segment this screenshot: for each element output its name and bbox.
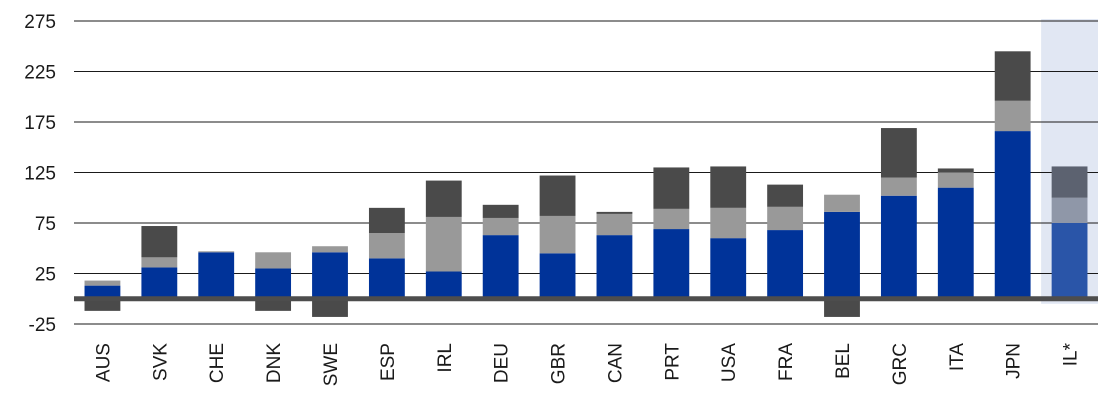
bar-segment-aus-s2 [84, 280, 121, 286]
bar-segment-bel-s2 [824, 194, 860, 212]
bars [84, 51, 1088, 317]
bar-segment-dnk-s3 [255, 298, 292, 311]
x-category-label: IL* [1061, 342, 1082, 366]
bar-segment-swe-s1 [312, 252, 348, 299]
y-tick-label: 125 [24, 164, 56, 185]
bar-segment-fra-s2 [767, 206, 804, 231]
bar-segment-irl-s3 [425, 180, 462, 217]
bar-segment-deu-s3 [482, 204, 519, 218]
bar-segment-can-s2 [596, 213, 633, 236]
bar-segment-fra-s3 [767, 184, 804, 207]
bar-segment-jpn-s3 [994, 51, 1031, 101]
bar-segment-swe-s3 [312, 298, 348, 317]
y-tick-label: -25 [29, 315, 56, 336]
bar-segment-irl-s2 [425, 216, 462, 272]
y-tick-label: 75 [35, 214, 56, 235]
bar-segment-il-s1 [1051, 223, 1088, 299]
x-category-label: AUS [93, 343, 114, 382]
bar-segment-can-s1 [596, 235, 633, 299]
x-category-label: CHE [207, 343, 228, 383]
y-tick-label: 275 [24, 12, 56, 33]
bar-segment-irl-s1 [425, 271, 462, 299]
bar-segment-ita-s1 [937, 187, 974, 299]
bar-segment-prt-s2 [653, 208, 690, 230]
x-category-label: GBR [549, 343, 570, 384]
bar-segment-grc-s3 [880, 128, 917, 178]
bar-segment-usa-s3 [710, 166, 747, 208]
x-category-label: DNK [264, 343, 285, 383]
bar-segment-jpn-s2 [994, 100, 1031, 132]
bar-segment-deu-s2 [482, 217, 519, 236]
y-tick-label: 225 [24, 63, 56, 84]
bar-segment-svk-s3 [141, 226, 178, 258]
bar-segment-che-s1 [198, 252, 235, 299]
x-axis-category-labels: AUS SVK CHE DNK SWE ESP IRL DEU GBR CAN PRT USA FRA B… [93, 342, 1081, 386]
bar-segment-il-s3 [1051, 166, 1088, 198]
bar-segment-aus-s1 [84, 285, 121, 299]
bar-segment-esp-s3 [368, 207, 405, 234]
bar-segment-esp-s2 [368, 233, 405, 259]
x-category-label: DEU [492, 343, 513, 383]
gridlines [74, 20, 1098, 325]
bar-segment-usa-s1 [710, 238, 747, 299]
bar-segment-che-s2 [198, 251, 235, 253]
bar-segment-prt-s3 [653, 167, 690, 209]
bar-segment-usa-s2 [710, 207, 747, 239]
bar-segment-esp-s1 [368, 258, 405, 299]
y-tick-label: 25 [35, 265, 56, 286]
bar-segment-grc-s1 [880, 195, 917, 299]
x-category-label: ESP [378, 343, 399, 381]
x-category-label: IRL [435, 343, 456, 373]
bar-segment-ita-s3 [937, 168, 974, 173]
bar-segment-svk-s2 [141, 257, 178, 268]
bar-segment-grc-s2 [880, 177, 917, 196]
bar-segment-prt-s1 [653, 229, 690, 299]
bar-segment-il-s2 [1051, 197, 1088, 223]
x-category-label: GRC [890, 343, 911, 385]
bar-segment-gbr-s1 [539, 253, 576, 299]
y-axis-tick-labels: 275 225 175 125 75 25 -25 [24, 12, 56, 336]
bar-segment-gbr-s3 [539, 175, 576, 216]
bar-segment-ita-s2 [937, 172, 974, 188]
x-category-label: JPN [1004, 343, 1025, 379]
bar-segment-dnk-s2 [255, 252, 292, 269]
bar-segment-dnk-s1 [255, 268, 292, 299]
x-category-label: PRT [662, 343, 683, 381]
bar-segment-bel-s1 [824, 211, 860, 299]
bar-segment-svk-s1 [141, 267, 178, 299]
x-category-label: SVK [150, 343, 171, 381]
x-category-label: BEL [833, 343, 854, 379]
bar-segment-fra-s1 [767, 230, 804, 299]
bar-segment-swe-s2 [312, 246, 348, 253]
bar-segment-bel-s3 [824, 298, 860, 317]
x-category-label: CAN [605, 343, 626, 383]
y-tick-label: 175 [24, 113, 56, 134]
bar-segment-jpn-s1 [994, 131, 1031, 299]
bar-segment-can-s3 [596, 211, 633, 214]
x-category-label: FRA [776, 343, 797, 381]
bar-segment-deu-s1 [482, 235, 519, 299]
x-category-label: ITA [947, 343, 968, 371]
x-category-label: SWE [321, 343, 342, 386]
bar-segment-aus-s3 [84, 298, 121, 311]
x-category-label: USA [719, 343, 740, 382]
bar-segment-gbr-s2 [539, 215, 576, 254]
